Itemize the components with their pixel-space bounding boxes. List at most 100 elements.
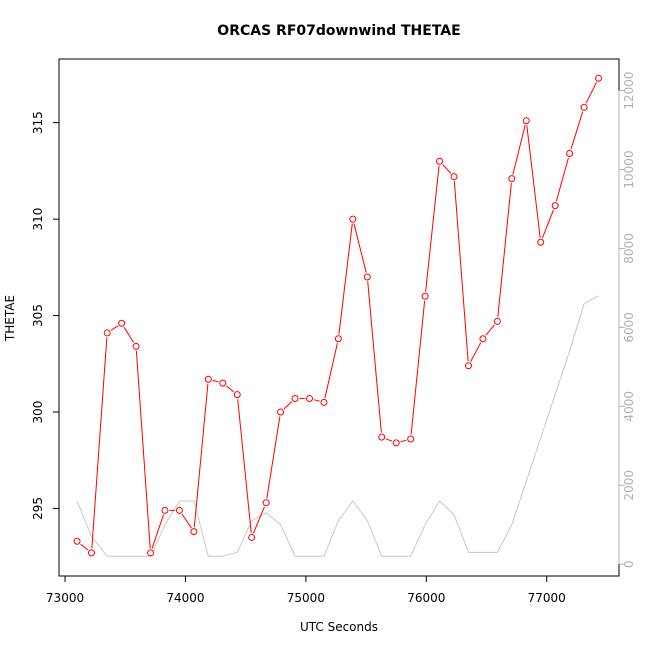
- series-segment: [225, 385, 235, 393]
- data-point: [378, 433, 386, 441]
- series-segment: [110, 325, 119, 331]
- data-point: [580, 103, 588, 111]
- series-segment: [151, 514, 165, 549]
- data-point: [363, 273, 371, 281]
- series-segment: [266, 416, 281, 499]
- y-tick-label: 295: [31, 497, 45, 520]
- y-tick-label: 300: [31, 401, 45, 424]
- data-point: [262, 499, 270, 507]
- y-axis-left: 295 300 305 310 315: [31, 111, 60, 520]
- data-point: [508, 175, 516, 183]
- series-segment: [526, 125, 541, 238]
- data-point: [175, 506, 183, 514]
- series-segment: [512, 124, 526, 175]
- data-point: [161, 506, 169, 514]
- y2-tick-label: 12000: [622, 71, 636, 109]
- series-segment: [91, 337, 108, 549]
- series-segment: [585, 82, 597, 104]
- series-segment: [367, 281, 382, 433]
- series-right-axis: [76, 295, 599, 557]
- series-segment: [555, 157, 569, 202]
- data-point: [291, 395, 299, 403]
- data-point: [493, 317, 501, 325]
- y-axis-right: 0 2000 4000 6000 8000 10000 12000: [618, 71, 636, 568]
- data-point: [450, 173, 458, 181]
- series-segment: [470, 342, 482, 362]
- x-axis-label: UTC Seconds: [300, 620, 378, 634]
- data-point: [233, 391, 241, 399]
- series-layer: [73, 74, 603, 557]
- series-segment: [570, 111, 584, 150]
- series-segment: [135, 350, 151, 549]
- data-point: [566, 150, 574, 158]
- series-segment: [453, 181, 469, 362]
- series-segment: [123, 326, 135, 343]
- series-segment: [400, 439, 407, 443]
- data-point: [392, 439, 400, 447]
- data-point: [88, 549, 96, 557]
- data-point: [551, 202, 559, 210]
- series-segment: [338, 223, 353, 335]
- y-tick-label: 315: [31, 111, 45, 134]
- data-point: [277, 408, 285, 416]
- series-segment: [497, 183, 512, 317]
- data-point: [595, 74, 603, 82]
- x-tick-label: 74000: [166, 591, 204, 605]
- data-point: [305, 395, 313, 403]
- data-point: [320, 398, 328, 406]
- series-segment: [541, 209, 554, 239]
- series-segment: [80, 543, 89, 551]
- series-left-axis: [73, 74, 603, 557]
- data-point: [132, 342, 140, 350]
- series-segment: [181, 513, 192, 529]
- data-point: [248, 533, 256, 541]
- x-tick-label: 75000: [287, 591, 325, 605]
- data-point: [103, 329, 111, 337]
- y-axis-label: THETAE: [3, 295, 17, 342]
- data-point: [219, 379, 227, 387]
- series-segment: [425, 165, 440, 292]
- data-point: [190, 528, 198, 536]
- y2-tick-label: 2000: [622, 470, 636, 501]
- data-point: [147, 549, 155, 557]
- y-tick-label: 310: [31, 208, 45, 231]
- y2-tick-label: 4000: [622, 391, 636, 422]
- series-segment: [193, 383, 209, 528]
- y2-tick-label: 10000: [622, 150, 636, 188]
- plot-frame: [58, 58, 620, 577]
- data-point: [464, 362, 472, 370]
- series-segment: [353, 223, 367, 273]
- data-point: [537, 238, 545, 246]
- x-tick-label: 73000: [46, 591, 84, 605]
- chart-title: ORCAS RF07downwind THETAE: [217, 23, 460, 39]
- x-axis: 73000 74000 75000 76000 77000: [46, 575, 566, 605]
- x-tick-label: 77000: [528, 591, 566, 605]
- data-point: [407, 435, 415, 443]
- y2-tick-label: 0: [622, 560, 636, 568]
- series-segment: [313, 399, 320, 402]
- data-point: [522, 117, 530, 125]
- series-segment: [283, 401, 293, 410]
- data-point: [334, 335, 342, 343]
- data-point: [73, 537, 81, 545]
- series-line: [76, 295, 599, 557]
- y2-tick-label: 6000: [622, 312, 636, 343]
- series-segment: [385, 438, 393, 442]
- data-point: [436, 157, 444, 165]
- series-segment: [485, 324, 495, 336]
- data-point: [421, 292, 429, 300]
- data-point: [479, 335, 487, 343]
- series-segment: [410, 300, 426, 435]
- data-point: [118, 319, 126, 327]
- x-tick-label: 76000: [407, 591, 445, 605]
- series-segment: [252, 506, 265, 534]
- y2-tick-label: 8000: [622, 233, 636, 264]
- series-segment: [212, 379, 219, 383]
- data-point: [204, 375, 212, 383]
- data-point: [349, 215, 357, 223]
- y-tick-label: 305: [31, 304, 45, 327]
- series-segment: [324, 342, 338, 399]
- series-segment: [237, 399, 252, 533]
- series-segment: [442, 164, 452, 174]
